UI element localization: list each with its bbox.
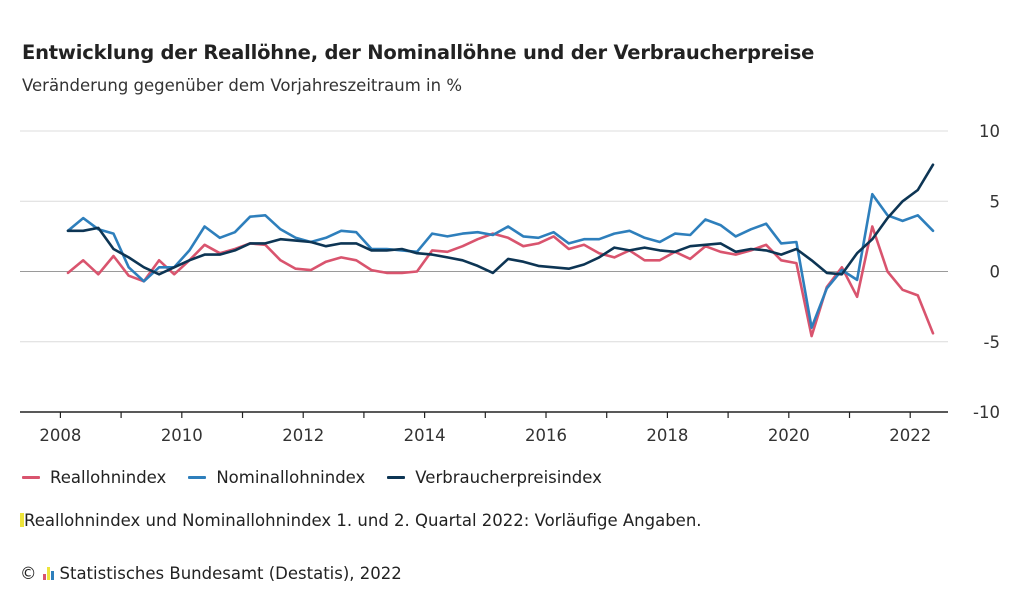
footnote: Reallohnindex und Nominallohnindex 1. un… [20, 511, 702, 530]
legend-swatch-verbraucherpreisindex [387, 476, 406, 479]
destatis-logo-icon [42, 567, 54, 580]
series-layer [66, 163, 935, 338]
legend-item-reallohnindex[interactable]: Reallohnindex [22, 468, 166, 487]
grid-layer [20, 130, 948, 413]
chart-title: Entwicklung der Reallöhne, der Nominallö… [22, 41, 815, 64]
x-tick-label: 2012 [282, 426, 324, 445]
x-tick-label: 2008 [39, 426, 81, 445]
source-line: © Statistisches Bundesamt (Destatis), 20… [20, 564, 402, 583]
footnote-text: Reallohnindex und Nominallohnindex 1. un… [24, 511, 702, 530]
axis-layer: 10 5 0 -5 -10 2008 2010 2012 2014 2016 2018 2020 202… [39, 122, 1000, 445]
y-tick-label: 10 [979, 122, 1000, 141]
source-text: Statistisches Bundesamt (Destatis), 2022 [59, 564, 402, 583]
series-line-nominallohnindex[interactable] [66, 192, 935, 330]
x-tick-label: 2010 [161, 426, 203, 445]
y-tick-label: -10 [973, 403, 1000, 422]
y-tick-label: 0 [990, 263, 1001, 282]
legend-item-nominallohnindex[interactable]: Nominallohnindex [188, 468, 365, 487]
x-tick-label: 2016 [525, 426, 567, 445]
legend-swatch-nominallohnindex [188, 476, 207, 479]
x-tick-label: 2022 [889, 426, 931, 445]
chart-legend: Reallohnindex Nominallohnindex Verbrauch… [22, 468, 602, 487]
x-tick-label: 2014 [404, 426, 446, 445]
legend-item-verbraucherpreisindex[interactable]: Verbraucherpreisindex [387, 468, 602, 487]
series-line-reallohnindex[interactable] [66, 225, 935, 338]
legend-label-verbraucherpreisindex: Verbraucherpreisindex [415, 468, 602, 487]
legend-swatch-reallohnindex [22, 476, 40, 479]
footnote-marker-icon [20, 513, 24, 527]
legend-label-reallohnindex: Reallohnindex [50, 468, 167, 487]
x-tick-label: 2020 [768, 426, 810, 445]
y-tick-label: -5 [984, 333, 1000, 352]
x-tick-label: 2018 [646, 426, 688, 445]
copyright-icon: © [20, 564, 37, 583]
series-line-verbraucherpreisindex[interactable] [66, 163, 935, 276]
chart-subtitle: Veränderung gegenüber dem Vorjahreszeitr… [22, 76, 463, 95]
y-tick-label: 5 [990, 192, 1001, 211]
legend-label-nominallohnindex: Nominallohnindex [216, 468, 366, 487]
